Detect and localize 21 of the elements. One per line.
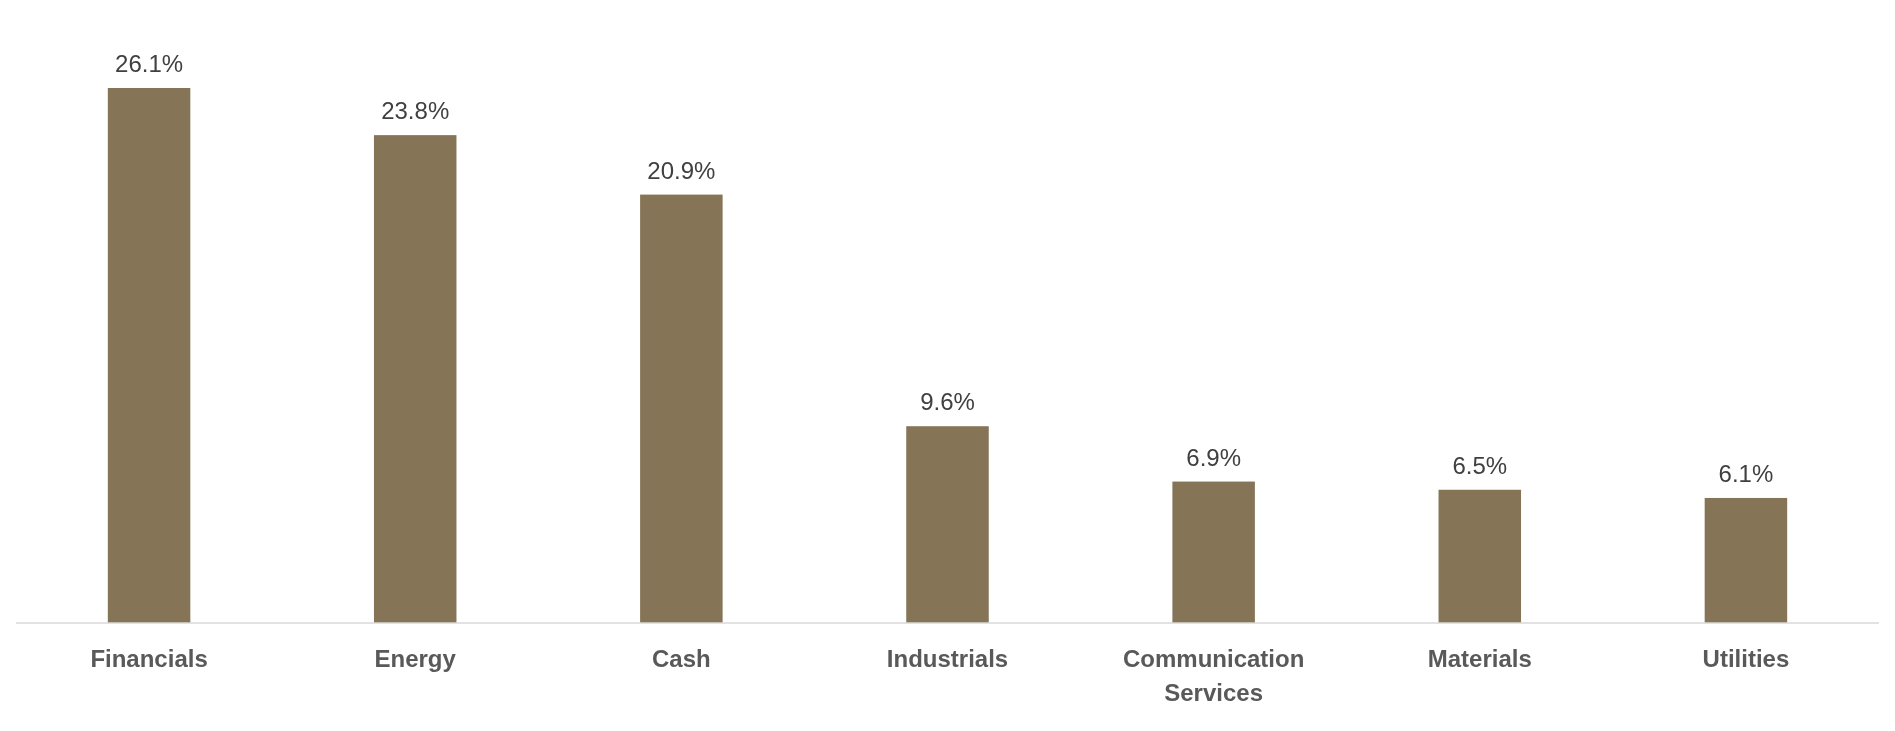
data-label: 26.1% xyxy=(115,50,184,77)
x-tick-label: Materials xyxy=(1427,645,1532,672)
data-label: 9.6% xyxy=(920,388,975,416)
bar xyxy=(1704,497,1788,623)
data-label: 6.5% xyxy=(1452,451,1508,479)
x-tick-label: Utilities xyxy=(1702,645,1790,672)
bar xyxy=(1172,481,1255,623)
data-label: 6.1% xyxy=(1718,459,1774,487)
data-label: 20.9% xyxy=(647,156,716,184)
bar xyxy=(640,194,723,623)
bar xyxy=(906,426,989,623)
bar xyxy=(107,88,191,623)
data-label: 23.8% xyxy=(381,97,450,125)
bar xyxy=(1438,489,1522,623)
x-tick-label: Cash xyxy=(652,645,711,672)
x-tick-label: Financials xyxy=(90,645,208,672)
data-label: 6.9% xyxy=(1186,443,1241,471)
bar xyxy=(373,135,457,623)
x-tick-label: Energy xyxy=(374,645,457,672)
x-tick-label: Communication Services xyxy=(1122,645,1305,706)
x-tick-label: Industrials xyxy=(886,645,1009,672)
